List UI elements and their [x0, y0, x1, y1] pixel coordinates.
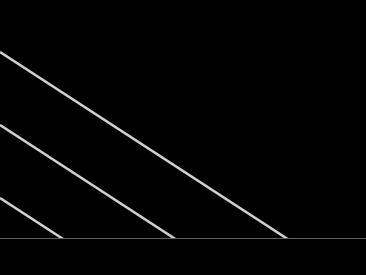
Text: 2 μm: 2 μm [4, 243, 23, 252]
Text: EHT = 6.00kV: EHT = 6.00kV [99, 244, 152, 253]
Text: WD = 7.5 mm: WD = 7.5 mm [99, 260, 153, 269]
Text: Mag =  2.00 K X: Mag = 2.00 K X [205, 260, 266, 269]
Text: Signal A = SE2: Signal A = SE2 [205, 244, 262, 253]
